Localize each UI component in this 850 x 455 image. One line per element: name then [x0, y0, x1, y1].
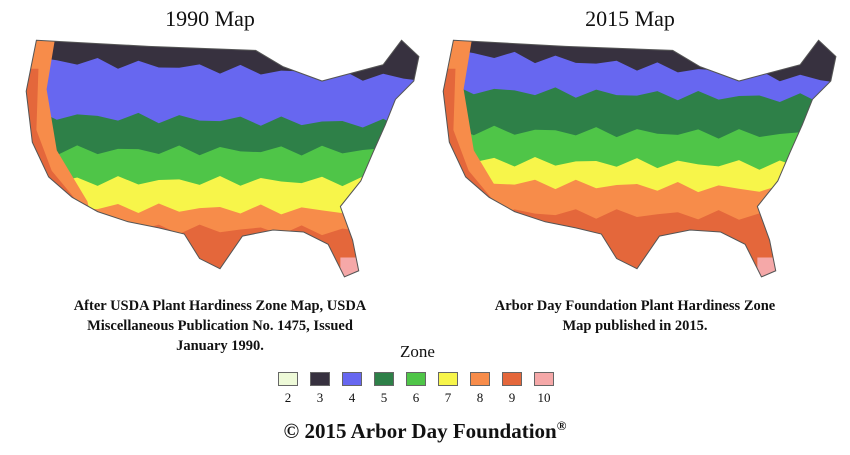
caption-line: Map published in 2015.	[562, 318, 708, 334]
legend-item-zone-3: 3	[310, 372, 330, 406]
legend-swatch	[310, 372, 330, 386]
legend-item-zone-6: 6	[406, 372, 426, 406]
copyright-text: © 2015 Arbor Day Foundation	[283, 419, 557, 443]
legend-label: 8	[476, 390, 484, 405]
legend-label: 7	[444, 390, 452, 405]
legend-label: 5	[380, 390, 388, 405]
legend-item-zone-5: 5	[374, 372, 394, 406]
caption-line: January 1990.	[176, 338, 264, 354]
legend-item-zone-2: 2	[278, 372, 298, 406]
zone-9-region	[443, 207, 836, 277]
legend-swatch	[470, 372, 490, 386]
registered-mark: ®	[556, 418, 567, 433]
copyright: © 2015 Arbor Day Foundation®	[0, 418, 850, 444]
legend-label: 3	[316, 390, 324, 405]
map-title-1990: 1990 Map	[165, 6, 255, 31]
us-outline	[442, 39, 837, 278]
legend-swatch	[534, 372, 554, 386]
legend-swatch	[406, 372, 426, 386]
caption-line: Arbor Day Foundation Plant Hardiness Zon…	[494, 298, 776, 314]
zone-legend: 2 3 4 5 6 7 8 9 10	[278, 372, 554, 406]
legend-swatch	[438, 372, 458, 386]
caption-line: After USDA Plant Hardiness Zone Map, USD…	[73, 298, 367, 314]
legend-swatch	[502, 372, 522, 386]
legend-label: 9	[508, 390, 516, 405]
legend-swatch	[342, 372, 362, 386]
legend-label: 6	[412, 390, 420, 405]
legend-item-zone-9: 9	[502, 372, 522, 406]
caption-line: Miscellaneous Publication No. 1475, Issu…	[87, 318, 353, 334]
legend-title: Zone	[400, 342, 435, 361]
legend-item-zone-10: 10	[534, 372, 554, 406]
legend-label: 10	[537, 390, 551, 405]
legend-swatch	[278, 372, 298, 386]
zone-10-region	[340, 257, 363, 277]
map-2015	[442, 39, 837, 278]
map-title-2015: 2015 Map	[585, 6, 675, 31]
us-outline	[25, 39, 420, 278]
map-1990	[25, 39, 420, 278]
caption-1990: After USDA Plant Hardiness Zone Map, USD…	[20, 296, 420, 356]
zone-10-region	[757, 257, 780, 277]
legend-item-zone-4: 4	[342, 372, 362, 406]
legend-label: 2	[284, 390, 292, 405]
legend-swatch	[374, 372, 394, 386]
caption-2015: Arbor Day Foundation Plant Hardiness Zon…	[440, 296, 830, 336]
legend-item-zone-8: 8	[470, 372, 490, 406]
legend-label: 4	[348, 390, 356, 405]
legend-item-zone-7: 7	[438, 372, 458, 406]
